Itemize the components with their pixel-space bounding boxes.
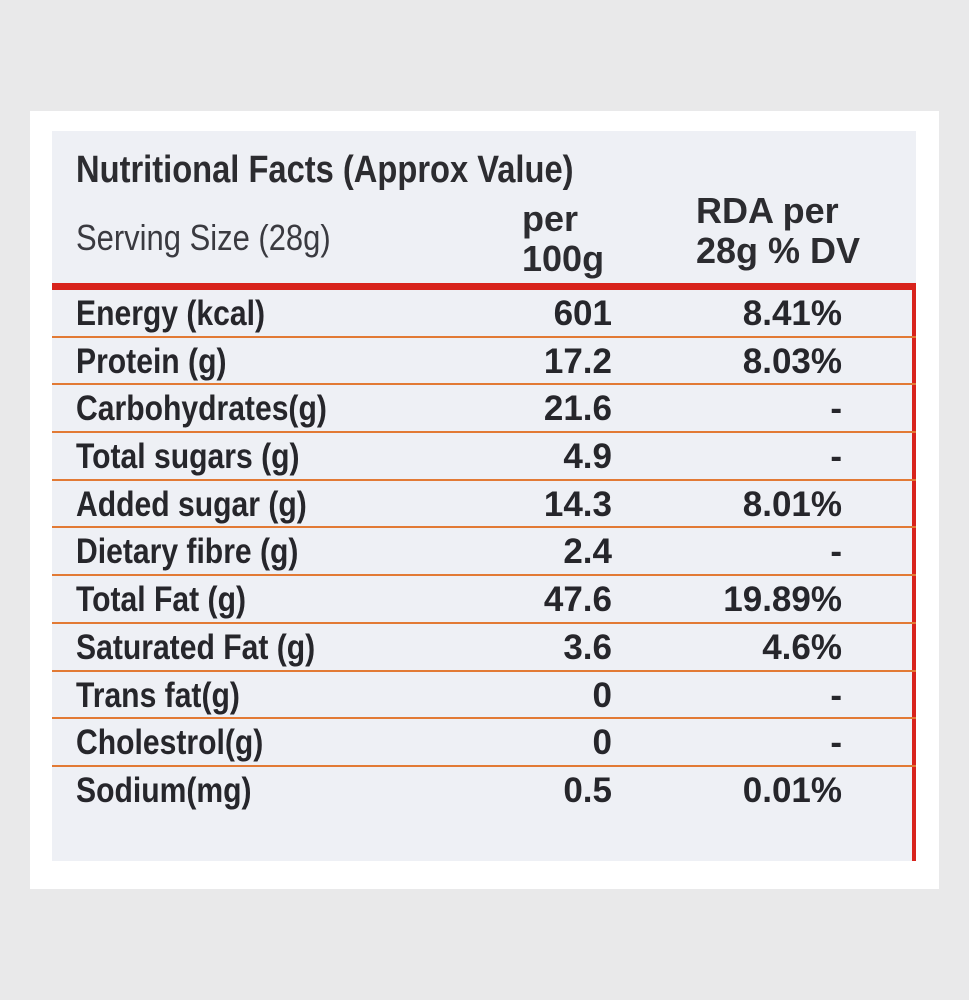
rda-value: -: [830, 389, 842, 429]
table-row: Energy (kcal) 601 8.41%: [52, 290, 916, 338]
nutrition-facts-panel: Nutritional Facts (Approx Value) Serving…: [52, 131, 916, 861]
per-100g-value: 17.2: [543, 341, 612, 381]
nutrient-name: Energy (kcal): [76, 294, 266, 333]
column-header-per-100g-line1: per: [522, 198, 579, 239]
per-100g-value: 0: [592, 675, 612, 715]
table-row: Total Fat (g) 47.6 19.89%: [52, 576, 916, 624]
table-row: Cholestrol(g) 0 -: [52, 719, 916, 767]
column-header-per-100g-line2: 100g: [522, 238, 605, 279]
nutrient-name: Added sugar (g): [76, 484, 307, 524]
nutrient-name: Trans fat(g): [76, 675, 240, 715]
per-100g-value: 0: [592, 723, 612, 763]
column-header-rda-line2: 28g % DV: [696, 230, 861, 271]
table-row: Added sugar (g) 14.3 8.01%: [52, 481, 916, 529]
rda-value: 8.41%: [742, 294, 842, 333]
nutrient-name: Protein (g): [76, 341, 227, 381]
rda-value: 8.01%: [742, 484, 842, 524]
per-100g-value: 4.9: [563, 437, 612, 477]
nutrient-name: Saturated Fat (g): [76, 627, 316, 667]
table-row: Protein (g) 17.2 8.03%: [52, 338, 916, 386]
rda-value: 19.89%: [723, 580, 842, 620]
table-row: Dietary fibre (g) 2.4 -: [52, 528, 916, 577]
rda-value: -: [830, 532, 842, 572]
table-row: Sodium(mg) 0.5 0.01%: [52, 767, 916, 815]
nutrient-name: Cholestrol(g): [76, 723, 264, 763]
nutrient-name: Total Fat (g): [76, 580, 246, 620]
rda-value: -: [830, 437, 842, 477]
table-row: Carbohydrates(g) 21.6 -: [52, 385, 916, 434]
column-header-rda-line1: RDA per: [696, 190, 839, 231]
right-border: [912, 283, 916, 861]
per-100g-value: 3.6: [563, 627, 612, 667]
nutrition-rows: Energy (kcal) 601 8.41% Protein (g) 17.2…: [52, 290, 916, 815]
nutrient-name: Sodium(mg): [76, 770, 252, 810]
table-row: Total sugars (g) 4.9 -: [52, 433, 916, 481]
nutrient-name: Total sugars (g): [76, 437, 300, 477]
rda-value: -: [830, 723, 842, 763]
nutrient-name: Dietary fibre (g): [76, 532, 299, 572]
per-100g-value: 601: [553, 294, 612, 333]
rda-value: 8.03%: [742, 341, 842, 381]
rda-value: -: [830, 675, 842, 715]
table-title: Nutritional Facts (Approx Value): [76, 149, 574, 191]
per-100g-value: 21.6: [543, 389, 612, 429]
column-header-per-100g: per 100g: [522, 199, 604, 279]
header-divider: [52, 283, 916, 290]
per-100g-value: 47.6: [543, 580, 612, 620]
rda-value: 0.01%: [742, 770, 842, 810]
per-100g-value: 14.3: [543, 484, 612, 524]
label-photo-frame: Nutritional Facts (Approx Value) Serving…: [30, 111, 939, 889]
nutrient-name: Carbohydrates(g): [76, 389, 327, 429]
per-100g-value: 2.4: [563, 532, 612, 572]
rda-value: 4.6%: [762, 627, 842, 667]
table-row: Saturated Fat (g) 3.6 4.6%: [52, 624, 916, 672]
serving-size: Serving Size (28g): [76, 217, 331, 258]
column-header-rda: RDA per 28g % DV: [696, 191, 860, 271]
per-100g-value: 0.5: [563, 770, 612, 810]
table-row: Trans fat(g) 0 -: [52, 672, 916, 720]
